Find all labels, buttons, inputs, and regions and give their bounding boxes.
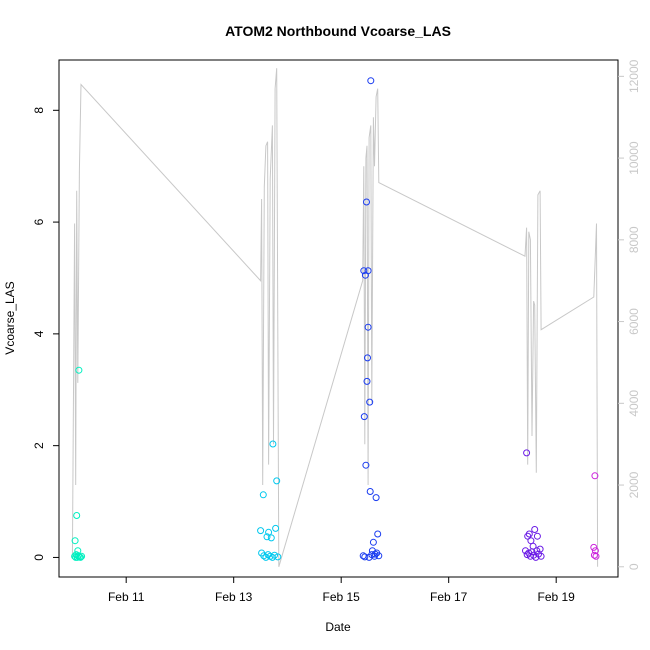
y2-tick-label: 6000 <box>627 308 641 335</box>
y2-tick-label: 2000 <box>627 471 641 498</box>
x-tick-label: Feb 15 <box>323 590 361 604</box>
x-axis-label: Date <box>325 620 351 634</box>
data-point <box>360 413 368 421</box>
data-point <box>360 267 368 275</box>
data-point <box>524 532 532 540</box>
data-point <box>363 198 370 206</box>
data-point <box>257 527 265 535</box>
data-point <box>272 524 280 532</box>
data-point <box>525 530 533 538</box>
data-point <box>364 354 371 362</box>
data-point <box>363 377 371 385</box>
plot-frame <box>58 59 619 578</box>
data-point <box>268 553 276 561</box>
data-point <box>367 77 375 85</box>
data-point <box>72 551 80 559</box>
data-point <box>73 512 81 519</box>
data-point <box>71 537 79 545</box>
right-axis-line <box>71 68 599 567</box>
data-point <box>274 553 282 561</box>
data-point <box>269 440 277 448</box>
data-point <box>527 537 535 545</box>
data-point <box>374 530 382 538</box>
x-axis: Feb 11 Feb 13 Feb 15 Feb 17 Feb 19 <box>108 577 575 604</box>
right-y-axis: 0 2000 4000 6000 8000 10000 12000 <box>618 59 641 570</box>
data-point <box>371 550 379 558</box>
y-tick-label: 2 <box>32 442 46 449</box>
data-point <box>591 472 599 480</box>
y-tick-label: 6 <box>32 218 46 225</box>
y2-tick-label: 0 <box>627 563 641 570</box>
data-point <box>75 366 83 374</box>
data-point <box>592 552 600 560</box>
chart-title: ATOM2 Northbound Vcoarse_LAS <box>225 23 451 39</box>
x-tick-label: Feb 11 <box>108 590 145 604</box>
data-point <box>533 547 541 555</box>
y2-tick-label: 4000 <box>627 390 641 417</box>
data-points <box>71 77 600 561</box>
data-point <box>267 534 275 542</box>
y-axis-label: Vcoarse_LAS <box>3 281 17 354</box>
data-point <box>263 533 271 541</box>
data-point <box>74 547 82 555</box>
data-point <box>375 552 383 560</box>
x-tick-label: Feb 19 <box>538 590 576 604</box>
data-point <box>533 532 541 540</box>
data-point <box>590 543 598 551</box>
data-point <box>366 398 374 406</box>
y-tick-label: 8 <box>32 107 46 114</box>
y2-tick-label: 8000 <box>627 226 641 253</box>
data-point <box>528 548 536 556</box>
data-point <box>536 545 544 553</box>
x-tick-label: Feb 13 <box>215 590 253 604</box>
data-point <box>369 538 377 546</box>
y2-tick-label: 12000 <box>627 59 641 93</box>
data-point <box>364 267 372 275</box>
data-point <box>364 323 372 331</box>
data-point <box>372 494 380 502</box>
data-point <box>523 449 531 457</box>
data-point <box>366 488 374 495</box>
y-tick-label: 4 <box>32 330 46 337</box>
data-point <box>361 553 369 561</box>
x-tick-label: Feb 17 <box>430 590 468 604</box>
data-point <box>273 477 281 485</box>
data-point <box>590 551 598 559</box>
y2-tick-label: 10000 <box>627 141 641 175</box>
data-point <box>530 551 538 559</box>
line-series <box>71 68 599 567</box>
data-point <box>265 528 273 536</box>
data-point <box>259 491 267 499</box>
data-point <box>362 461 370 469</box>
y-axis: 0 2 4 6 8 <box>32 107 59 561</box>
data-point <box>271 551 278 559</box>
data-point <box>537 552 545 560</box>
y-tick-label: 0 <box>32 554 46 561</box>
data-point <box>531 526 539 533</box>
